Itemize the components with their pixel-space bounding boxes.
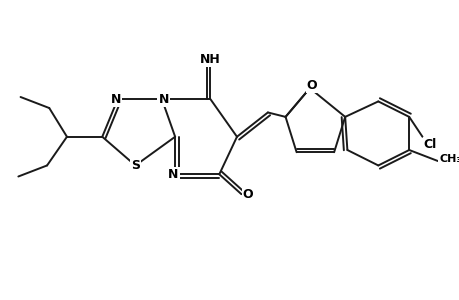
- Text: S: S: [131, 159, 140, 172]
- Text: O: O: [306, 80, 317, 92]
- Text: CH₃: CH₃: [438, 154, 459, 164]
- Text: N: N: [111, 93, 121, 106]
- Text: O: O: [242, 188, 253, 201]
- Text: N: N: [168, 168, 178, 181]
- Text: Cl: Cl: [423, 138, 436, 151]
- Text: NH: NH: [200, 53, 220, 66]
- Text: N: N: [158, 93, 168, 106]
